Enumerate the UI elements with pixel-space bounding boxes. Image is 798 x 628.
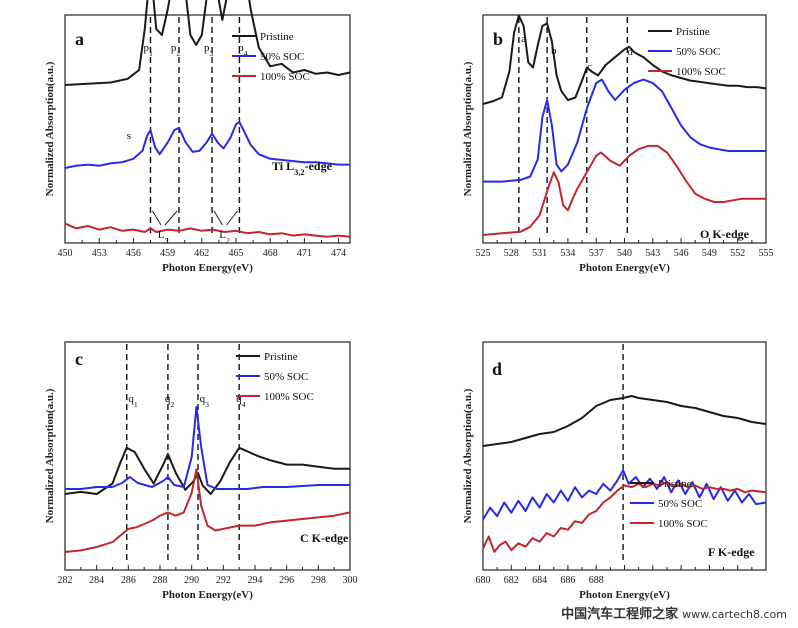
x-tick-label: 549: [702, 248, 717, 259]
x-tick-label: 525: [476, 248, 491, 259]
x-tick-label: 686: [560, 575, 575, 586]
legend-label: Pristine: [676, 26, 710, 38]
x-tick-label: 682: [504, 575, 519, 586]
arrow-line: [214, 211, 223, 225]
x-axis-label: Photon Energy(eV): [162, 262, 253, 274]
x-tick-label: 298: [311, 575, 326, 586]
panel-letter: c: [75, 349, 83, 369]
legend: Pristine 50% SOC 100% SOC: [232, 31, 310, 83]
x-tick-label: 456: [126, 248, 141, 259]
arrow-line: [227, 211, 238, 225]
panel-letter: a: [75, 29, 84, 49]
x-tick-label: 474: [331, 248, 346, 259]
annotation-label: L3: [158, 229, 169, 245]
x-tick-label: 471: [297, 248, 312, 259]
legend-label: 50% SOC: [260, 51, 304, 63]
legend-label: 100% SOC: [264, 391, 314, 403]
x-tick-label: 465: [229, 248, 244, 259]
y-axis-label: Normalized Absorption(a.u.): [44, 388, 56, 523]
legend-label: 50% SOC: [658, 498, 702, 510]
arrow-line: [165, 211, 177, 225]
legend-label: Pristine: [658, 478, 692, 490]
annotation-label: c: [587, 61, 592, 73]
x-tick-label: 684: [532, 575, 547, 586]
annotation-label: q3: [200, 393, 210, 409]
panel-c: 282 284 286 288 290 292 294 296 298 300 Photon Ene…: [44, 342, 358, 601]
edge-label: C K-edge: [300, 531, 349, 545]
watermark-url: www.cartech8.com: [682, 608, 787, 621]
legend-label: 50% SOC: [264, 371, 308, 383]
x-tick-label: 468: [263, 248, 278, 259]
watermark-text: 中国汽车工程师之家: [561, 607, 678, 622]
panel-d: 680 682 684 686 688 Photon Energy(eV) Normaliz…: [462, 342, 766, 601]
panel-a: 450 453 456 459 462 465 468 471 474 Photon Energy…: [44, 0, 350, 274]
x-tick-label: 453: [92, 248, 107, 259]
x-tick-label: 282: [58, 575, 73, 586]
figure: 450 453 456 459 462 465 468 471 474 Photon Energy…: [0, 0, 798, 628]
arrow-line: [153, 211, 162, 225]
x-tick-label: 543: [645, 248, 660, 259]
annotation-label: s: [127, 130, 131, 142]
x-tick-label: 290: [184, 575, 199, 586]
panel-b: 525 528 531 534 537 540 543 546 549 552 555 Photon …: [462, 15, 774, 274]
panel-letter: d: [492, 359, 502, 379]
x-tick-label: 688: [589, 575, 604, 586]
x-tick-label: 680: [476, 575, 491, 586]
x-tick-label: 528: [504, 248, 519, 259]
x-tick-label: 294: [248, 575, 263, 586]
x-tick-label: 546: [674, 248, 689, 259]
x-tick-label: 555: [759, 248, 774, 259]
annotation-label: p1: [144, 42, 154, 58]
annotation-label: p2: [171, 42, 181, 58]
x-tick-label: 300: [343, 575, 358, 586]
legend-label: 100% SOC: [676, 66, 726, 78]
x-tick-label: 288: [153, 575, 168, 586]
y-axis-label: Normalized Absorption(a.u.): [44, 61, 56, 196]
legend-label: 50% SOC: [676, 46, 720, 58]
legend-label: 100% SOC: [658, 518, 708, 530]
legend-label: Pristine: [260, 31, 294, 43]
series-line-50-soc: [483, 80, 766, 182]
series-line-100-soc: [483, 146, 766, 235]
edge-label: O K-edge: [700, 227, 750, 241]
x-axis-label: Photon Energy(eV): [162, 589, 253, 601]
x-tick-label: 286: [121, 575, 136, 586]
x-tick-label: 292: [216, 575, 231, 586]
annotation-label: a: [521, 33, 526, 45]
y-axis-label: Normalized Absorption(a.u.): [462, 388, 474, 523]
series-line-50-soc: [483, 470, 766, 519]
annotation-label: q2: [165, 393, 175, 409]
edge-label: F K-edge: [708, 545, 755, 559]
legend: Pristine 50% SOC 100% SOC: [648, 26, 726, 78]
legend-label: Pristine: [264, 351, 298, 363]
x-axis-label: Photon Energy(eV): [579, 589, 670, 601]
legend: Pristine 50% SOC 100% SOC: [236, 351, 314, 403]
x-tick-label: 534: [560, 248, 575, 259]
annotation-label: d: [627, 46, 633, 58]
x-tick-label: 459: [160, 248, 175, 259]
panel-letter: b: [493, 29, 503, 49]
series-line-100-soc: [65, 224, 350, 237]
x-tick-label: 296: [279, 575, 294, 586]
y-axis-label: Normalized Absorption(a.u.): [462, 61, 474, 196]
series-line-pristine: [483, 396, 766, 446]
legend-label: 100% SOC: [260, 71, 310, 83]
watermark: 中国汽车工程师之家 www.cartech8.com: [558, 603, 790, 622]
x-tick-label: 537: [589, 248, 604, 259]
axes-frame: [483, 342, 766, 570]
annotation-label: q1: [128, 393, 138, 409]
x-tick-label: 284: [89, 575, 104, 586]
x-tick-label: 540: [617, 248, 632, 259]
x-tick-label: 552: [730, 248, 745, 259]
x-tick-label: 450: [58, 248, 73, 259]
annotation-label: p3: [204, 42, 214, 58]
x-tick-label: 462: [194, 248, 209, 259]
x-axis-label: Photon Energy(eV): [579, 262, 670, 274]
annotation-label: b: [551, 45, 557, 57]
x-tick-label: 531: [532, 248, 547, 259]
series-line-50-soc: [65, 407, 350, 489]
